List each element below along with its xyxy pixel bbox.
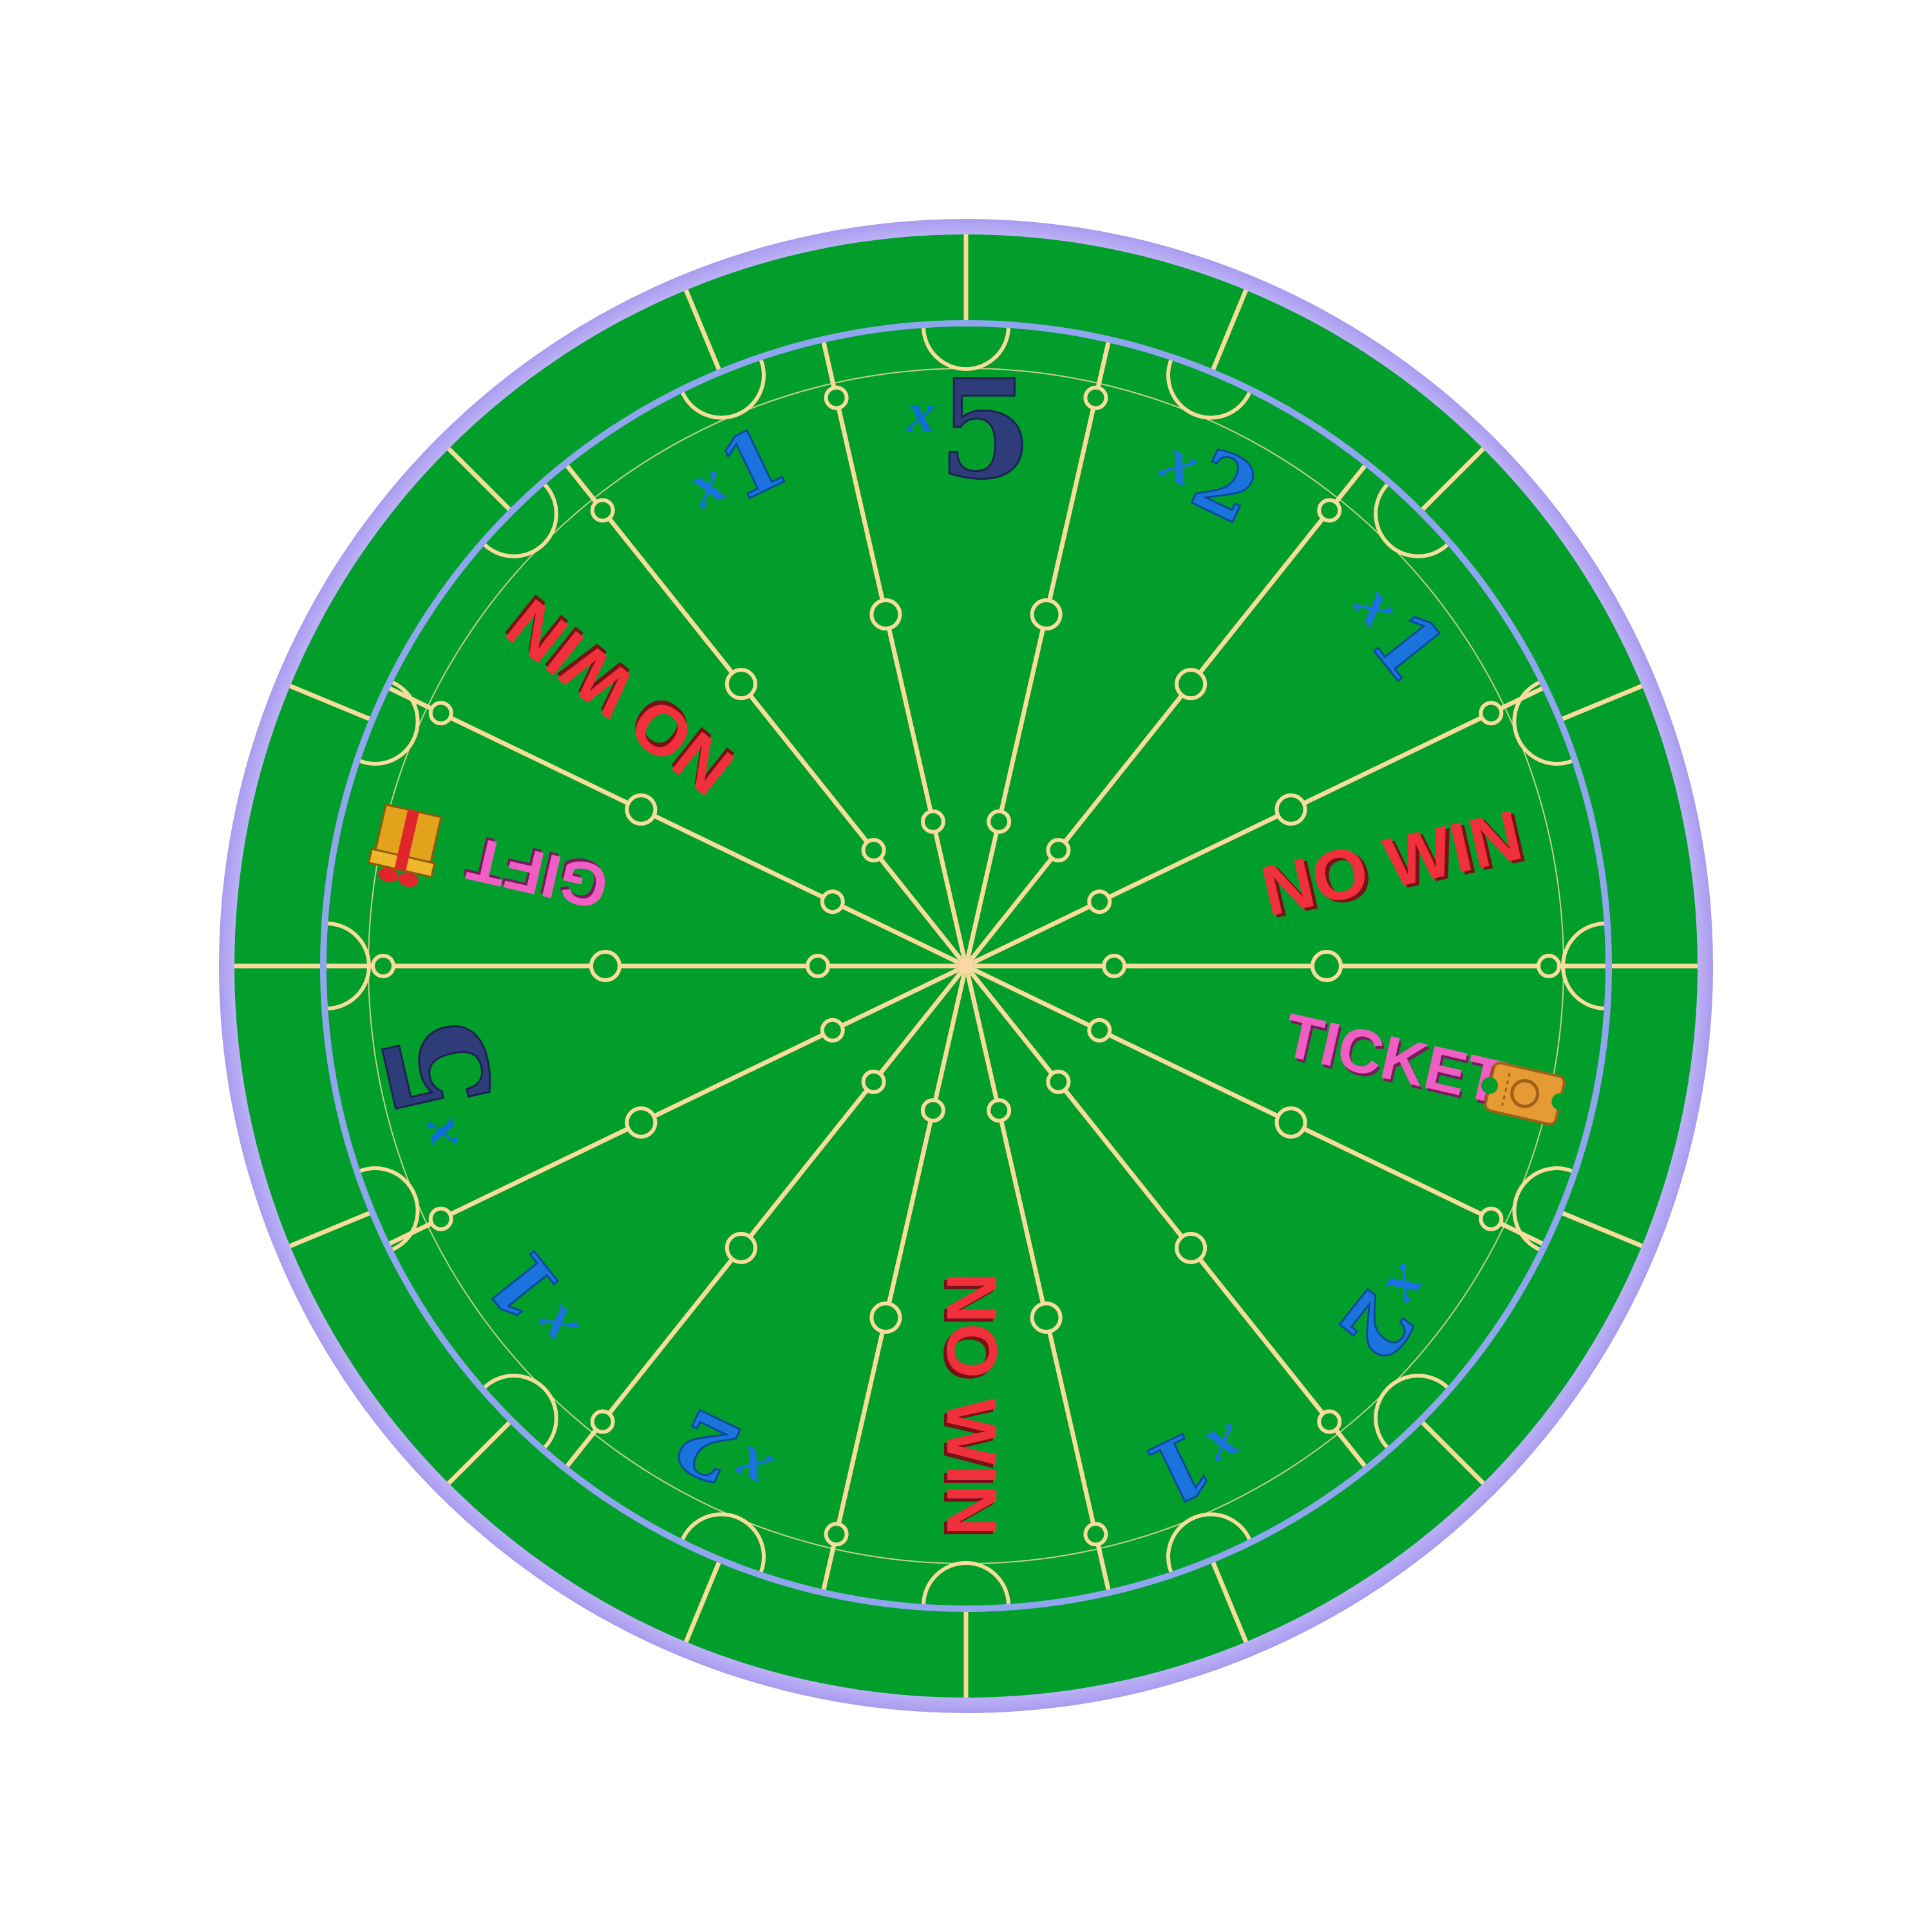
spoke	[388, 687, 959, 965]
spoke	[965, 342, 1111, 958]
segment-8-multiplier: x2	[658, 1388, 780, 1508]
spoke	[821, 342, 967, 958]
spoke-knob	[1175, 668, 1208, 701]
spoke	[388, 967, 959, 1245]
spoke-knob	[1030, 598, 1063, 631]
band-divider	[289, 1211, 370, 1248]
spoke-knob	[920, 1098, 945, 1123]
outer-band-dividers	[234, 234, 1698, 1698]
spoke	[565, 971, 963, 1468]
spoke	[973, 687, 1544, 965]
segment-6-multiplier: x1	[1131, 1410, 1256, 1526]
spoke-knob	[1274, 793, 1307, 826]
band-divider	[289, 684, 370, 721]
spoke-knob	[724, 668, 757, 701]
spoke	[821, 974, 967, 1590]
rim-arch	[922, 327, 1010, 371]
spoke-knob	[1175, 1231, 1208, 1264]
ticket-icon	[1481, 1061, 1569, 1126]
spoke-knob	[920, 809, 945, 834]
spoke-knob	[869, 1301, 902, 1334]
spoke-knob	[1537, 954, 1561, 978]
spoke-knob	[1317, 498, 1342, 523]
band-divider	[447, 447, 511, 511]
rim-arch	[922, 1561, 1010, 1605]
spoke-knob	[590, 1409, 615, 1434]
spoke-knob	[724, 1231, 757, 1264]
band-divider	[1421, 1421, 1485, 1485]
spoke	[565, 464, 963, 961]
band-divider	[1211, 1562, 1248, 1643]
spoke-knob	[806, 954, 830, 978]
spoke-knob	[1102, 954, 1126, 978]
spoke-knob	[987, 809, 1012, 834]
band-divider	[684, 1562, 721, 1643]
spoke-knob	[590, 498, 615, 523]
spoke-knob	[1311, 950, 1343, 982]
svg-text:NO WIN: NO WIN	[929, 1275, 1008, 1539]
wheel-hub[interactable]	[957, 957, 975, 975]
spoke-knob	[1479, 1206, 1504, 1231]
spoke-knob	[1479, 701, 1504, 726]
gift-icon	[367, 803, 442, 887]
spoke-knob	[589, 950, 621, 982]
spoke-knob	[625, 793, 658, 826]
band-divider	[1562, 1211, 1643, 1248]
spoke-knob	[428, 701, 453, 726]
multiplier-value-text: 5	[938, 350, 1032, 509]
band-divider	[447, 1421, 511, 1485]
no-win-text: NO WIN	[932, 1272, 1011, 1535]
spoke-knob	[1274, 1106, 1307, 1139]
spoke-knob	[820, 1018, 845, 1043]
spoke-knob	[861, 838, 886, 863]
band-divider	[1562, 684, 1643, 721]
spoke-knob	[820, 889, 845, 914]
spoke-knob	[987, 1098, 1012, 1123]
spoke-knob	[1046, 838, 1071, 863]
band-divider	[684, 289, 721, 370]
spoke-knob	[428, 1206, 453, 1231]
spoke-knob	[1030, 1301, 1063, 1334]
spoke	[969, 971, 1367, 1468]
multiplier-x-text: x	[906, 382, 935, 444]
spoke-knob	[1046, 1069, 1071, 1094]
band-divider	[1421, 447, 1485, 511]
spoke	[965, 974, 1111, 1590]
spoke-knob	[1317, 1409, 1342, 1434]
spoke-knob	[1087, 889, 1112, 914]
spoke-knob	[1087, 1018, 1112, 1043]
segment-dividers	[327, 342, 1605, 1590]
spoke-knob	[371, 954, 395, 978]
spoke-knob	[625, 1106, 658, 1139]
spoke	[973, 967, 1544, 1245]
spoke	[969, 464, 1367, 961]
spoke-knob	[824, 1522, 849, 1547]
spoke-knob	[1083, 385, 1108, 410]
spoke-knob	[1083, 1522, 1108, 1547]
spoke-knob	[824, 385, 849, 410]
multiplier-value-text: 1	[1132, 1411, 1227, 1525]
band-divider	[1211, 289, 1248, 370]
spoke-knob	[869, 598, 902, 631]
spoke-knob	[861, 1069, 886, 1094]
